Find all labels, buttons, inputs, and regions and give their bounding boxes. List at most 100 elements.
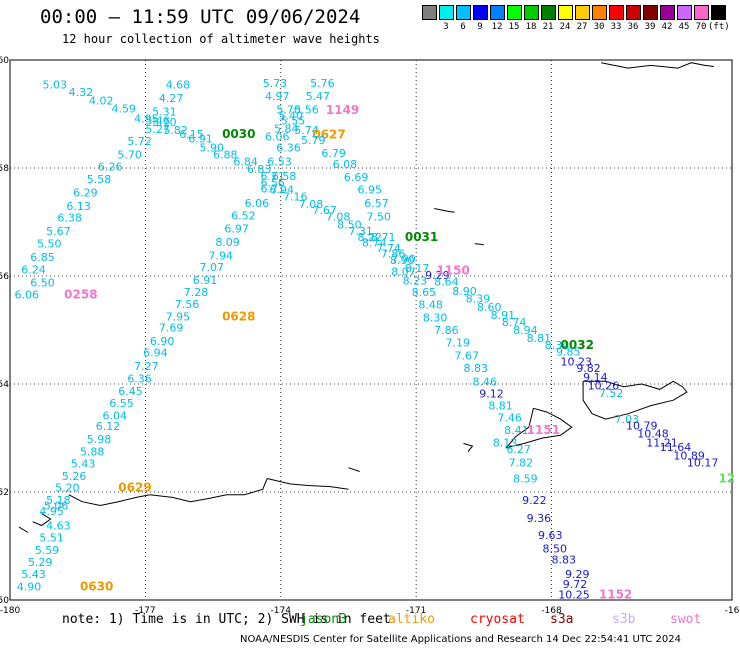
colorbar-swatch: [456, 5, 471, 20]
wave-height-label: 8.64: [434, 275, 459, 288]
lon-tick-label: -177: [135, 606, 155, 616]
wave-height-label: 8.30: [423, 312, 448, 325]
wave-height-label: 5.51: [39, 531, 64, 544]
wave-height-label: 6.95: [357, 184, 382, 197]
wave-height-label: 6.84: [233, 156, 258, 169]
wave-height-label: 6.29: [73, 186, 98, 199]
wave-height-label: 8.59: [513, 473, 538, 486]
wave-height-label: 6.94: [269, 184, 294, 197]
coastline: [267, 478, 349, 490]
wave-height-label: 7.95: [166, 311, 191, 324]
wave-height-label: 5.70: [152, 116, 177, 129]
wave-height-label: 8.46: [473, 375, 498, 388]
colorbar-swatch: [711, 5, 726, 20]
wave-height-label: 9.22: [522, 494, 547, 507]
wave-height-label: 7.08: [326, 211, 351, 224]
wave-height-label: 8.34: [545, 339, 570, 352]
wave-height-label: 8.90: [452, 285, 477, 298]
wave-height-label: 10.26: [588, 380, 620, 393]
wave-height-label: 8.50: [542, 543, 567, 556]
wave-height-label: 8.09: [215, 236, 240, 249]
wave-height-label: 10.89: [673, 449, 705, 462]
wave-height-label: 7.07: [200, 261, 225, 274]
wave-height-label: 7.74: [376, 242, 401, 255]
pass-time-label: 1149: [326, 103, 359, 117]
colorbar-swatch: [643, 5, 658, 20]
wave-height-label: 6.97: [224, 222, 249, 235]
pass-time-label: 0627: [312, 128, 345, 142]
wave-height-label: 8.83: [552, 554, 577, 567]
map-subtitle: 12 hour collection of altimeter wave hei…: [62, 32, 380, 46]
mission-s3a: s3a: [550, 612, 574, 627]
colorbar-label: 33: [610, 22, 622, 32]
colorbar-label: 45: [678, 22, 690, 32]
colorbar-swatch: [609, 5, 624, 20]
wave-height-label: 6.52: [231, 210, 256, 223]
colorbar-label: 27: [576, 22, 588, 32]
wave-height-label: 6.06: [15, 288, 40, 301]
wave-height-label: 8.60: [477, 301, 502, 314]
colorbar-label: 3: [443, 22, 449, 32]
colorbar-swatch: [439, 5, 454, 20]
colorbar-swatch: [422, 5, 437, 20]
colorbar-label: 70: [695, 22, 707, 32]
lat-tick-label: 60: [0, 56, 9, 66]
wave-height-label: 10.79: [626, 420, 658, 433]
wave-height-label: 10.23: [561, 355, 593, 368]
wave-height-label: 6.24: [21, 264, 46, 277]
wave-height-label: 8.94: [513, 324, 538, 337]
wave-height-label: 5.56: [294, 104, 319, 117]
wave-height-label: 8.50: [337, 219, 362, 232]
wave-height-label: 9.82: [576, 362, 601, 375]
wave-height-label: 4.59: [112, 103, 137, 116]
wave-height-label: 9.63: [538, 529, 563, 542]
wave-height-label: 6.38: [57, 212, 82, 225]
wave-height-label: 5.98: [87, 433, 112, 446]
wave-height-label: 10.25: [558, 589, 590, 602]
mission-cryosat: cryosat: [470, 612, 525, 627]
footer-note: note: 1) Time is in UTC; 2) SWH is in fe…: [62, 612, 391, 627]
wave-height-label: 11.21: [646, 436, 678, 449]
coastline: [505, 407, 573, 449]
wave-height-label: 7.82: [509, 456, 533, 469]
pass-time-label: 0031: [405, 230, 438, 244]
wave-height-label: 7.67: [312, 204, 337, 217]
wave-height-label: 9.72: [563, 578, 588, 591]
wave-height-label: 5.70: [276, 104, 301, 117]
wave-height-label: 6.69: [344, 171, 369, 184]
wave-height-label: 9.29: [565, 568, 590, 581]
wave-height-label: 8.90: [390, 254, 415, 267]
wave-height-label: 5.82: [163, 124, 188, 137]
wave-height-label: 5.43: [71, 457, 96, 470]
wave-height-label: 6.55: [109, 397, 133, 410]
wave-height-label: 7.86: [434, 324, 459, 337]
colorbar-swatch: [677, 5, 692, 20]
wave-height-label: 6.71: [260, 170, 285, 183]
credit-line: NOAA/NESDIS Center for Satellite Applica…: [240, 634, 682, 645]
wave-height-label: 4.63: [46, 519, 71, 532]
colorbar-swatch: [490, 5, 505, 20]
pass-time-label: 0030: [222, 127, 255, 141]
colorbar-swatch: [660, 5, 675, 20]
wave-height-label: 6.04: [103, 409, 128, 422]
map-frame: [9, 59, 733, 601]
wave-height-label: 8.65: [412, 286, 437, 299]
wave-height-label: 8.83: [464, 362, 489, 375]
colorbar-swatch: [694, 5, 709, 20]
wave-height-label: 7.69: [159, 321, 184, 334]
wave-height-label: 8.41: [504, 424, 529, 437]
wave-height-label: 8.22: [357, 231, 382, 244]
colorbar-label: 24: [559, 22, 571, 32]
colorbar-label: 9: [477, 22, 483, 32]
wave-height-label: 5.26: [62, 470, 87, 483]
wave-height-label: 6.83: [247, 163, 272, 176]
wave-height-label: 4.95: [39, 505, 64, 518]
wave-height-label: 5.73: [263, 77, 288, 90]
wave-height-label: 7.19: [445, 336, 470, 349]
wave-height-label: 7.28: [184, 286, 209, 299]
wave-height-label: 8.74: [362, 237, 387, 250]
wave-height-label: 9.36: [527, 512, 552, 525]
wave-height-label: 6.50: [30, 276, 55, 289]
map-title: 00:00 — 11:59 UTC 09/06/2024: [40, 6, 361, 28]
